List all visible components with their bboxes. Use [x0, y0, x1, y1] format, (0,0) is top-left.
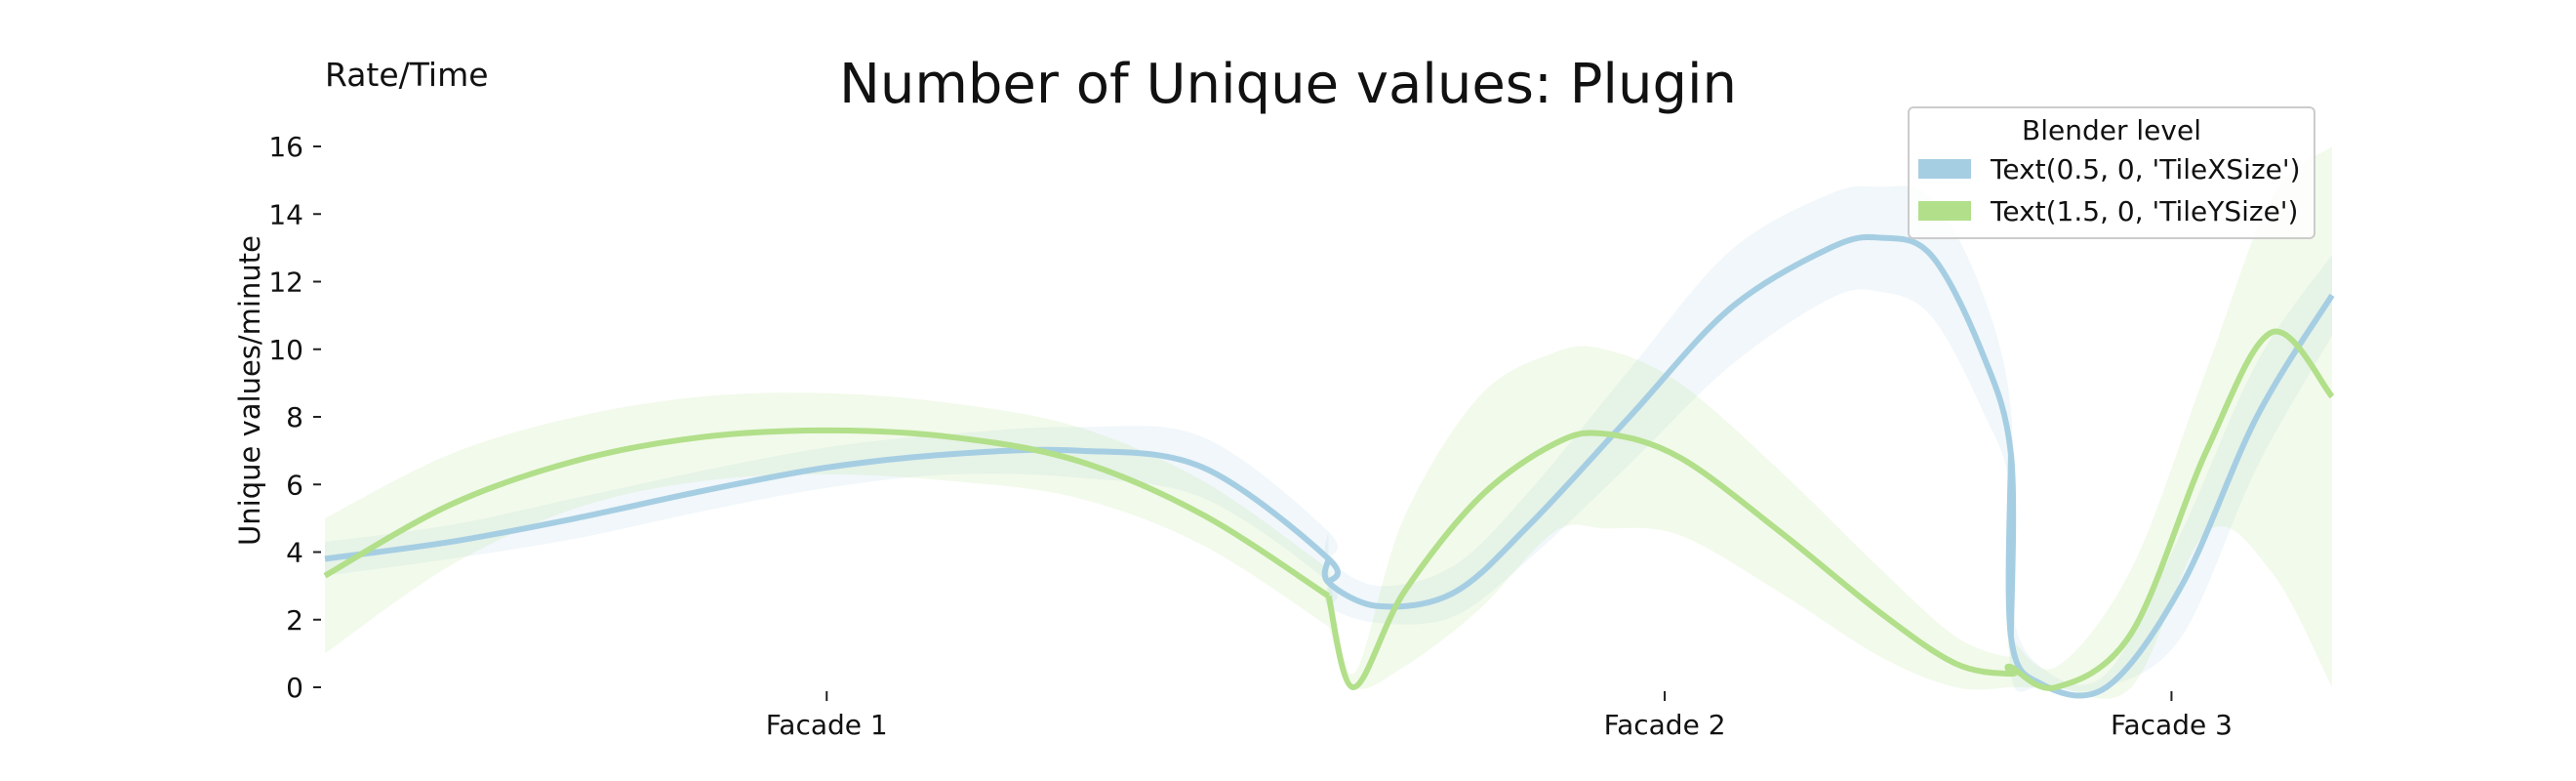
y-tick-label-14: 14 — [268, 198, 303, 230]
y-tick-label-12: 12 — [268, 267, 303, 299]
y-tick-label-16: 16 — [268, 131, 303, 163]
line-text-1-5-0-tileysize-seg-1 — [323, 427, 1331, 599]
line-text-1-5-0-tileysize-seg-3 — [2004, 328, 2335, 691]
corner-label: Rate/Time — [325, 56, 489, 94]
y-tick-label-8: 8 — [286, 401, 303, 433]
legend-label-tileysize: Text(1.5, 0, 'TileYSize') — [1990, 195, 2298, 227]
x-tick-label-3: Facade 3 — [2111, 709, 2233, 741]
line-text-0-5-0-tilexsize-seg-1 — [324, 446, 1341, 585]
x-axis: Facade 1 Facade 2 Facade 3 — [766, 691, 2233, 741]
band-text-0-5-0-tilexsize-seg-2 — [1324, 185, 2014, 675]
y-tick-label-2: 2 — [286, 604, 303, 637]
legend-swatch-tileysize — [1918, 201, 1971, 221]
y-tick-label-10: 10 — [268, 334, 303, 366]
line-text-0-5-0-tilexsize-seg-3 — [2005, 293, 2335, 699]
x-tick-label-1: Facade 1 — [766, 709, 888, 741]
line-text-0-5-0-tilexsize-seg-2 — [1321, 233, 2017, 637]
legend-frame — [1908, 106, 2315, 239]
legend: Blender level Text(0.5, 0, 'TileXSize') … — [1908, 106, 2315, 239]
legend-label-tilexsize: Text(0.5, 0, 'TileXSize') — [1990, 153, 2301, 185]
y-axis: 0 2 4 6 8 10 12 14 16 — [268, 131, 321, 704]
y-tick-label-4: 4 — [286, 537, 303, 569]
legend-title: Blender level — [2022, 114, 2201, 146]
line-text-1-5-0-tileysize-seg-2 — [1325, 430, 2019, 690]
chart-title: Number of Unique values: Plugin — [839, 53, 1737, 116]
band-text-1-5-0-tileysize-seg-3 — [2007, 146, 2332, 699]
band-text-0-5-0-tilexsize-seg-1 — [325, 426, 1339, 606]
band-text-1-5-0-tileysize-seg-2 — [1328, 346, 2016, 690]
y-tick-label-0: 0 — [286, 672, 303, 704]
y-tick-label-6: 6 — [286, 469, 303, 501]
y-axis-label: Unique values/minute — [233, 235, 266, 546]
x-tick-label-2: Facade 2 — [1604, 709, 1726, 741]
legend-swatch-tilexsize — [1918, 159, 1971, 179]
series-lines — [323, 233, 2335, 699]
